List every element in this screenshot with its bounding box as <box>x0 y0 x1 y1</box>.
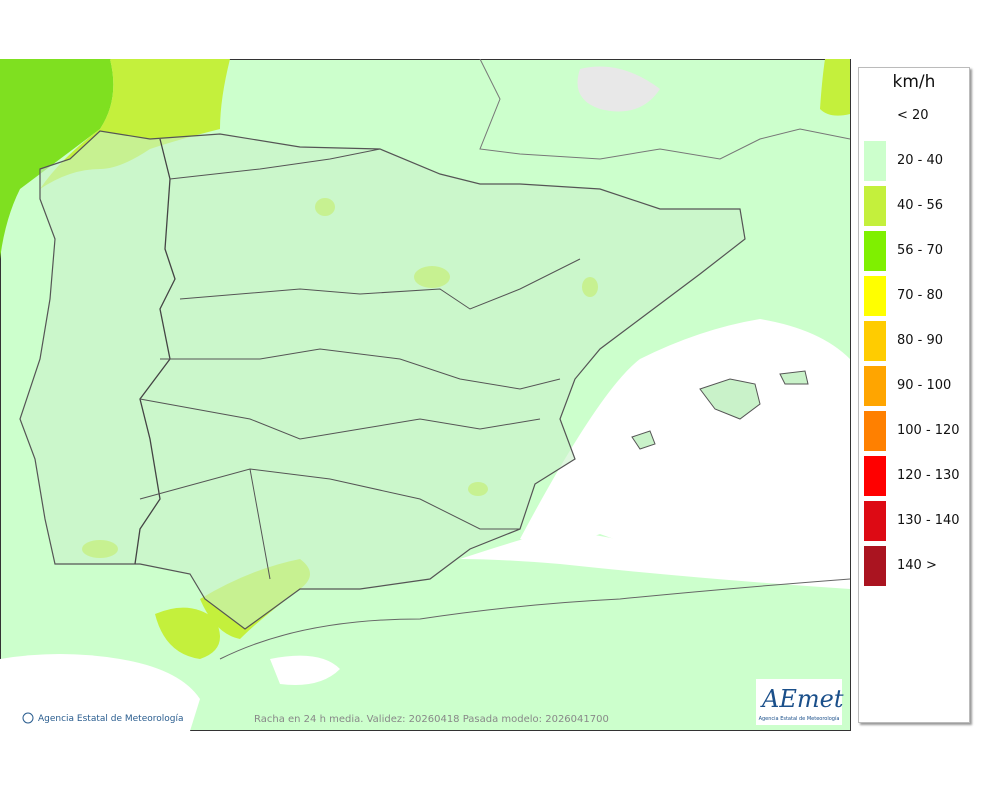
legend-label: 80 - 90 <box>897 333 944 348</box>
island <box>631 430 656 450</box>
region-border <box>139 148 581 580</box>
legend-label: 40 - 56 <box>897 198 944 213</box>
legend-label: 140 > <box>897 558 937 573</box>
legend-swatch <box>864 366 886 406</box>
legend-item: 140 > <box>864 546 969 586</box>
legend: km/h < 20 20 - 40 40 - 56 56 - 70 70 - 80 80 … <box>858 67 970 723</box>
legend-swatch <box>864 276 886 316</box>
logo-box <box>756 679 842 725</box>
logo-subtitle: Agencia Estatal de Meteorología <box>759 715 840 722</box>
legend-item: 130 - 140 <box>864 501 969 541</box>
iberia-coast <box>19 130 746 630</box>
legend-item: 40 - 56 <box>864 186 969 226</box>
island <box>699 378 761 420</box>
legend-item: 56 - 70 <box>864 231 969 271</box>
legend-item: 20 - 40 <box>864 141 969 181</box>
gust-zone <box>0 59 114 259</box>
legend-unit: km/h <box>892 72 936 92</box>
legend-item: 90 - 100 <box>864 366 969 406</box>
legend-swatch <box>864 96 886 136</box>
legend-item: 80 - 90 <box>864 321 969 361</box>
gust-zone <box>820 59 850 116</box>
map: Agencia Estatal de Meteorología Racha en… <box>0 59 851 731</box>
legend-swatch <box>864 231 886 271</box>
legend-item: < 20 <box>864 96 969 136</box>
gust-zone <box>155 607 220 659</box>
credit: Agencia Estatal de Meteorología <box>38 714 184 724</box>
legend-item: 120 - 130 <box>864 456 969 496</box>
legend-label: 100 - 120 <box>897 423 960 438</box>
legend-swatch <box>864 186 886 226</box>
legend-swatch <box>864 411 886 451</box>
legend-label: 130 - 140 <box>897 513 960 528</box>
copyright-icon <box>22 712 34 724</box>
legend-item: 100 - 120 <box>864 411 969 451</box>
france-coast <box>479 59 851 160</box>
legend-swatch <box>864 321 886 361</box>
legend-label: 90 - 100 <box>897 378 952 393</box>
legend-label: 56 - 70 <box>897 243 944 258</box>
legend-item: 70 - 80 <box>864 276 969 316</box>
legend-swatch <box>864 456 886 496</box>
calm-area <box>270 655 340 685</box>
logo: AEmet <box>760 685 844 713</box>
legend-label: 70 - 80 <box>897 288 944 303</box>
island <box>779 370 809 385</box>
africa-coast <box>219 578 851 660</box>
calm-area <box>0 654 200 731</box>
legend-label: 120 - 130 <box>897 468 960 483</box>
land-patch <box>577 66 660 112</box>
legend-swatch <box>864 141 886 181</box>
legend-swatch <box>864 501 886 541</box>
legend-swatch <box>864 546 886 586</box>
calm-area <box>520 319 850 573</box>
caption: Racha en 24 h media. Validez: 20260418 P… <box>254 714 609 725</box>
calm-area <box>460 529 850 589</box>
legend-label: < 20 <box>897 108 929 123</box>
legend-label: 20 - 40 <box>897 153 944 168</box>
